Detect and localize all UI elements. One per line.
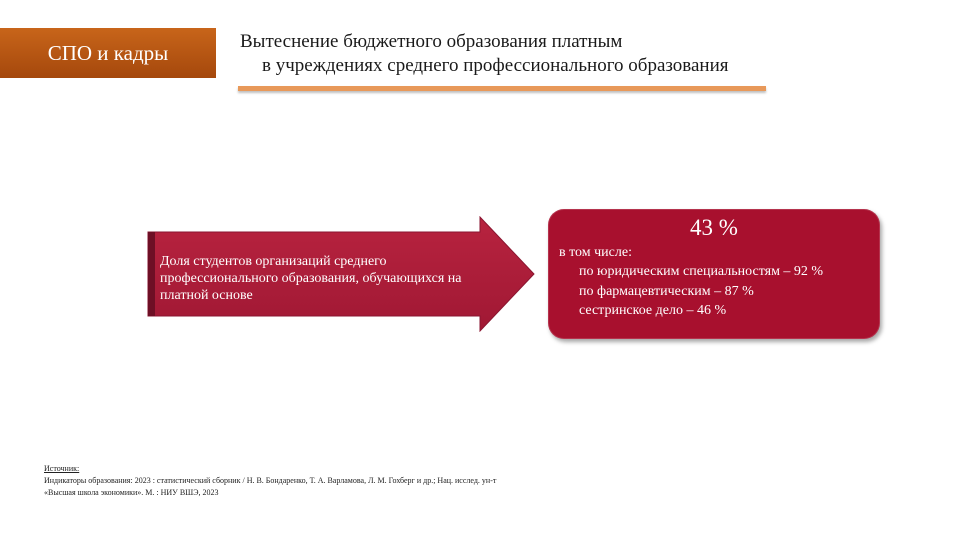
arrow-shape (147, 216, 535, 332)
source-note: Источник: Индикаторы образования: 2023 :… (44, 463, 604, 499)
source-line2: «Высшая школа экономики». М. : НИУ ВШЭ, … (44, 488, 219, 497)
result-breakdown-list: по юридическим специальностям – 92 % по … (579, 262, 823, 321)
result-box: 43 % в том числе: по юридическим специал… (548, 209, 880, 339)
slide-title-line2: в учреждениях среднего профессионального… (262, 55, 729, 76)
arrow-label: Доля студентов организаций среднего проф… (160, 254, 462, 303)
list-item: по фармацевтическим – 87 % (579, 283, 754, 299)
slide-title-line1: Вытеснение бюджетного образования платны… (240, 31, 623, 52)
source-line1: Индикаторы образования: 2023 : статистич… (44, 476, 497, 485)
result-intro: в том числе: (559, 245, 632, 260)
source-label: Источник: (44, 464, 80, 473)
title-underline (238, 86, 766, 91)
section-tag: СПО и кадры (0, 28, 216, 78)
slide-title: Вытеснение бюджетного образования платны… (240, 30, 840, 78)
result-value: 43 % (690, 215, 738, 240)
block-arrow: Доля студентов организаций среднего проф… (146, 216, 536, 332)
list-item: по юридическим специальностям – 92 % (579, 264, 824, 279)
list-item: сестринское дело – 46 % (579, 303, 727, 318)
